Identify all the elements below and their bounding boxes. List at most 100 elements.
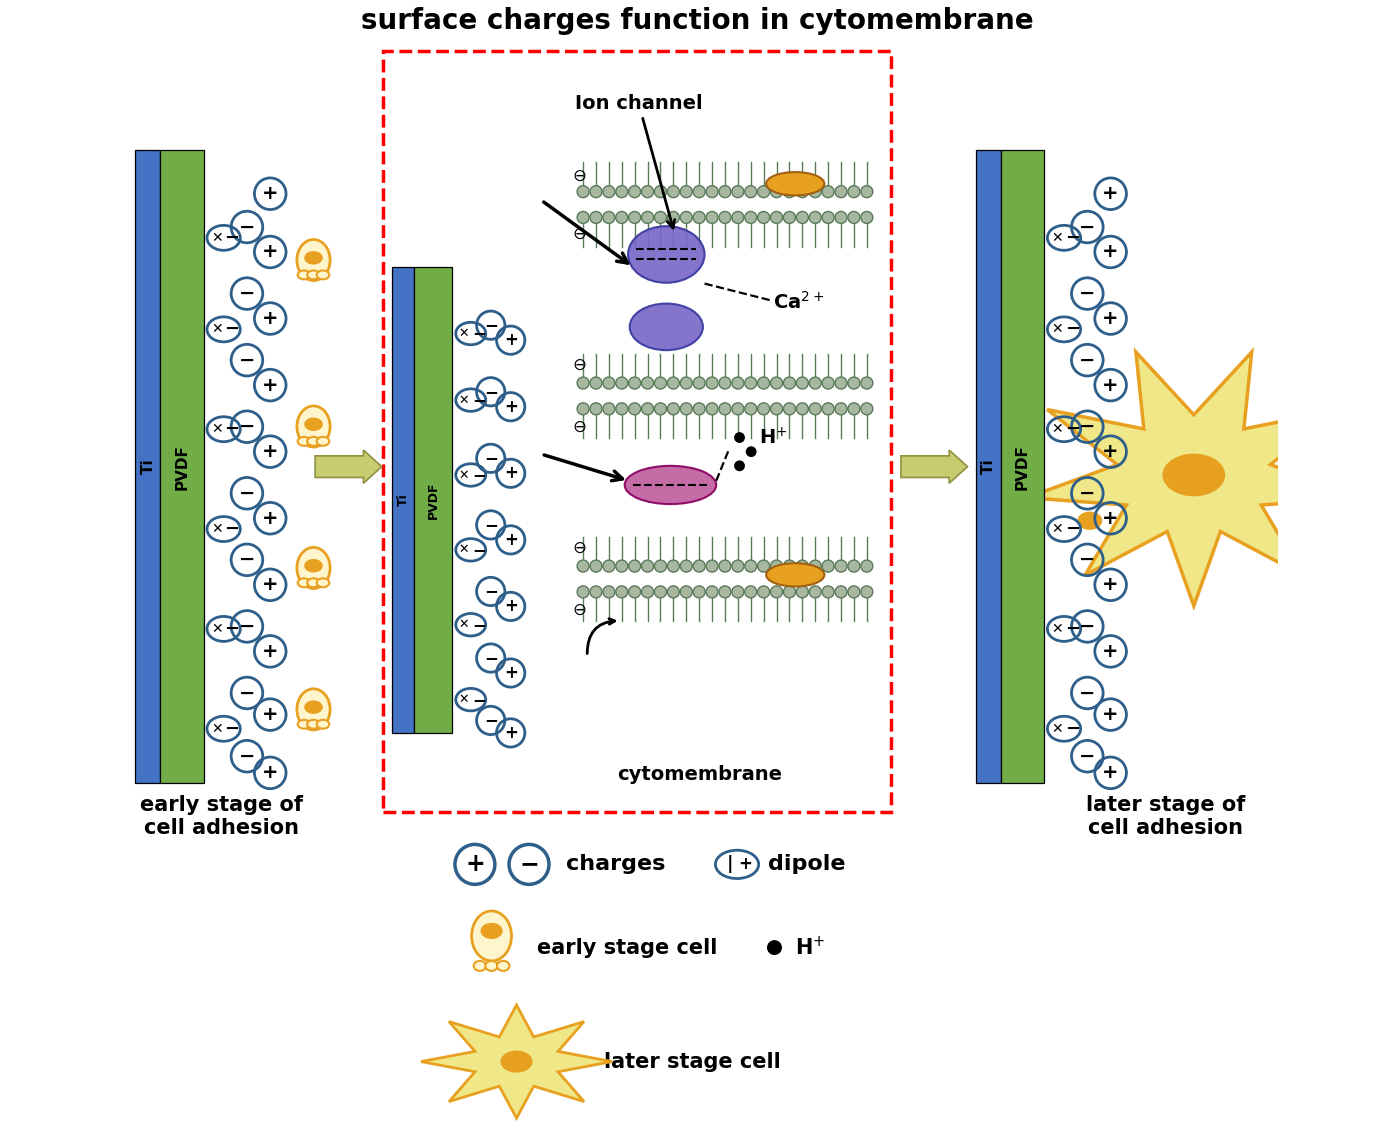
Text: ✕: ✕: [459, 619, 469, 631]
Circle shape: [718, 212, 731, 223]
Text: +: +: [504, 724, 518, 742]
Text: surface charges function in cytomembrane: surface charges function in cytomembrane: [361, 8, 1034, 35]
Circle shape: [848, 186, 859, 197]
Text: −: −: [1064, 420, 1080, 438]
Polygon shape: [901, 450, 968, 484]
Circle shape: [861, 586, 873, 598]
Circle shape: [603, 212, 615, 223]
Circle shape: [861, 377, 873, 389]
Polygon shape: [421, 1005, 612, 1118]
Circle shape: [654, 403, 667, 415]
Circle shape: [861, 212, 873, 223]
Ellipse shape: [317, 271, 329, 280]
Circle shape: [654, 377, 667, 389]
Circle shape: [590, 586, 603, 598]
Text: ⊖: ⊖: [572, 224, 586, 242]
Text: +: +: [504, 597, 518, 615]
Circle shape: [706, 560, 718, 572]
Text: ✕: ✕: [1052, 622, 1063, 636]
Circle shape: [667, 377, 679, 389]
Circle shape: [809, 586, 822, 598]
Text: −: −: [519, 852, 538, 877]
Text: PVDF: PVDF: [427, 482, 439, 519]
Circle shape: [718, 403, 731, 415]
Circle shape: [745, 377, 756, 389]
Text: −: −: [225, 620, 240, 638]
Circle shape: [667, 403, 679, 415]
Circle shape: [590, 560, 603, 572]
Circle shape: [615, 377, 628, 389]
Text: −: −: [1064, 520, 1080, 538]
Polygon shape: [315, 450, 382, 484]
Circle shape: [681, 403, 692, 415]
Circle shape: [848, 560, 859, 572]
Circle shape: [809, 186, 822, 197]
Text: PVDF: PVDF: [1016, 444, 1030, 489]
Circle shape: [629, 212, 640, 223]
Circle shape: [642, 586, 654, 598]
Circle shape: [706, 403, 718, 415]
Circle shape: [603, 186, 615, 197]
Ellipse shape: [306, 418, 322, 429]
Circle shape: [797, 186, 808, 197]
Circle shape: [746, 446, 756, 457]
Circle shape: [822, 560, 834, 572]
Text: −: −: [1080, 350, 1095, 369]
Circle shape: [784, 560, 795, 572]
Circle shape: [757, 403, 770, 415]
Text: −: −: [484, 316, 498, 334]
Circle shape: [603, 377, 615, 389]
Text: early stage of
cell adhesion: early stage of cell adhesion: [140, 794, 303, 837]
Text: ✕: ✕: [211, 231, 223, 245]
Ellipse shape: [306, 560, 322, 571]
Circle shape: [706, 186, 718, 197]
Ellipse shape: [307, 271, 319, 280]
Circle shape: [848, 586, 859, 598]
Ellipse shape: [297, 437, 310, 445]
Circle shape: [809, 377, 822, 389]
Circle shape: [784, 377, 795, 389]
Circle shape: [629, 377, 640, 389]
Circle shape: [861, 186, 873, 197]
Circle shape: [809, 403, 822, 415]
Text: −: −: [472, 615, 485, 633]
Circle shape: [836, 377, 847, 389]
Text: −: −: [225, 420, 240, 438]
Circle shape: [745, 586, 756, 598]
Text: |: |: [727, 855, 734, 874]
Circle shape: [615, 560, 628, 572]
Text: −: −: [239, 747, 255, 766]
Circle shape: [667, 560, 679, 572]
Circle shape: [603, 586, 615, 598]
Text: +: +: [1102, 185, 1119, 203]
Text: ⊖: ⊖: [572, 167, 586, 185]
Circle shape: [681, 586, 692, 598]
Bar: [384, 51, 891, 812]
Text: +: +: [262, 309, 279, 329]
Text: −: −: [1080, 484, 1095, 503]
Circle shape: [734, 432, 745, 443]
Text: ✕: ✕: [1052, 522, 1063, 536]
Circle shape: [809, 212, 822, 223]
Ellipse shape: [625, 466, 716, 504]
Text: +: +: [262, 576, 279, 595]
Circle shape: [732, 377, 744, 389]
Polygon shape: [1027, 352, 1360, 606]
Circle shape: [732, 560, 744, 572]
Circle shape: [681, 212, 692, 223]
Circle shape: [797, 586, 808, 598]
Circle shape: [706, 212, 718, 223]
Circle shape: [629, 403, 640, 415]
Circle shape: [578, 403, 589, 415]
Circle shape: [745, 403, 756, 415]
Text: +: +: [1102, 309, 1119, 329]
Text: −: −: [472, 391, 485, 409]
Text: ✕: ✕: [1052, 231, 1063, 245]
Circle shape: [718, 560, 731, 572]
Text: +: +: [504, 664, 518, 682]
Text: −: −: [239, 551, 255, 570]
Circle shape: [848, 403, 859, 415]
Text: charges: charges: [566, 854, 665, 875]
Text: −: −: [1080, 747, 1095, 766]
Circle shape: [797, 403, 808, 415]
